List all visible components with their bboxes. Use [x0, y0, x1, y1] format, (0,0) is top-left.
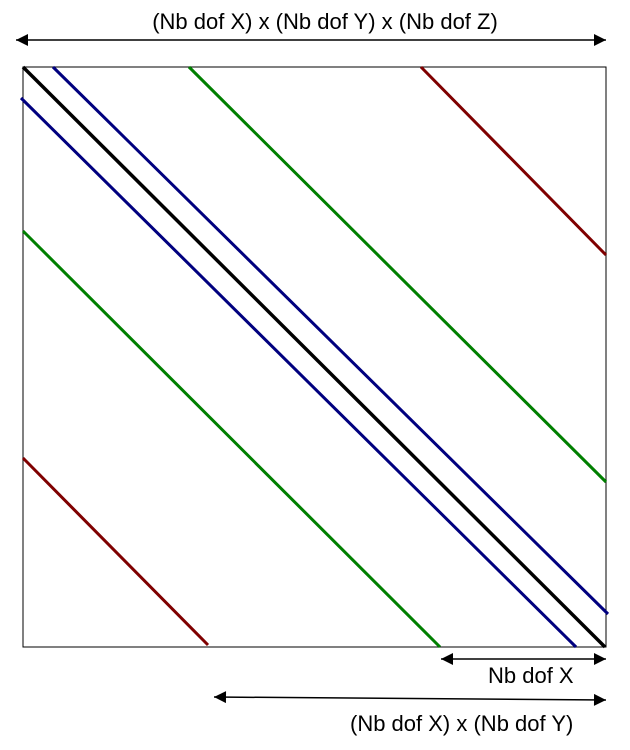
matrix-frame — [22, 66, 607, 648]
upper-x-diagonal — [51, 65, 610, 616]
nb-dof-xy-label: (Nb dof X) x (Nb dof Y) — [350, 711, 574, 736]
lower-z-diagonal — [21, 456, 210, 647]
upper-z-diagonal — [419, 65, 608, 257]
lower-x-diagonal — [19, 96, 578, 649]
main-diagonal — [21, 65, 607, 649]
nb-dof-xy-arrow — [213, 691, 607, 706]
nb-dof-x-label: Nb dof X — [488, 663, 574, 688]
upper-y-diagonal — [187, 65, 608, 484]
total-size-label: (Nb dof X) x (Nb dof Y) x (Nb dof Z) — [152, 9, 498, 34]
lower-y-diagonal — [21, 229, 442, 649]
